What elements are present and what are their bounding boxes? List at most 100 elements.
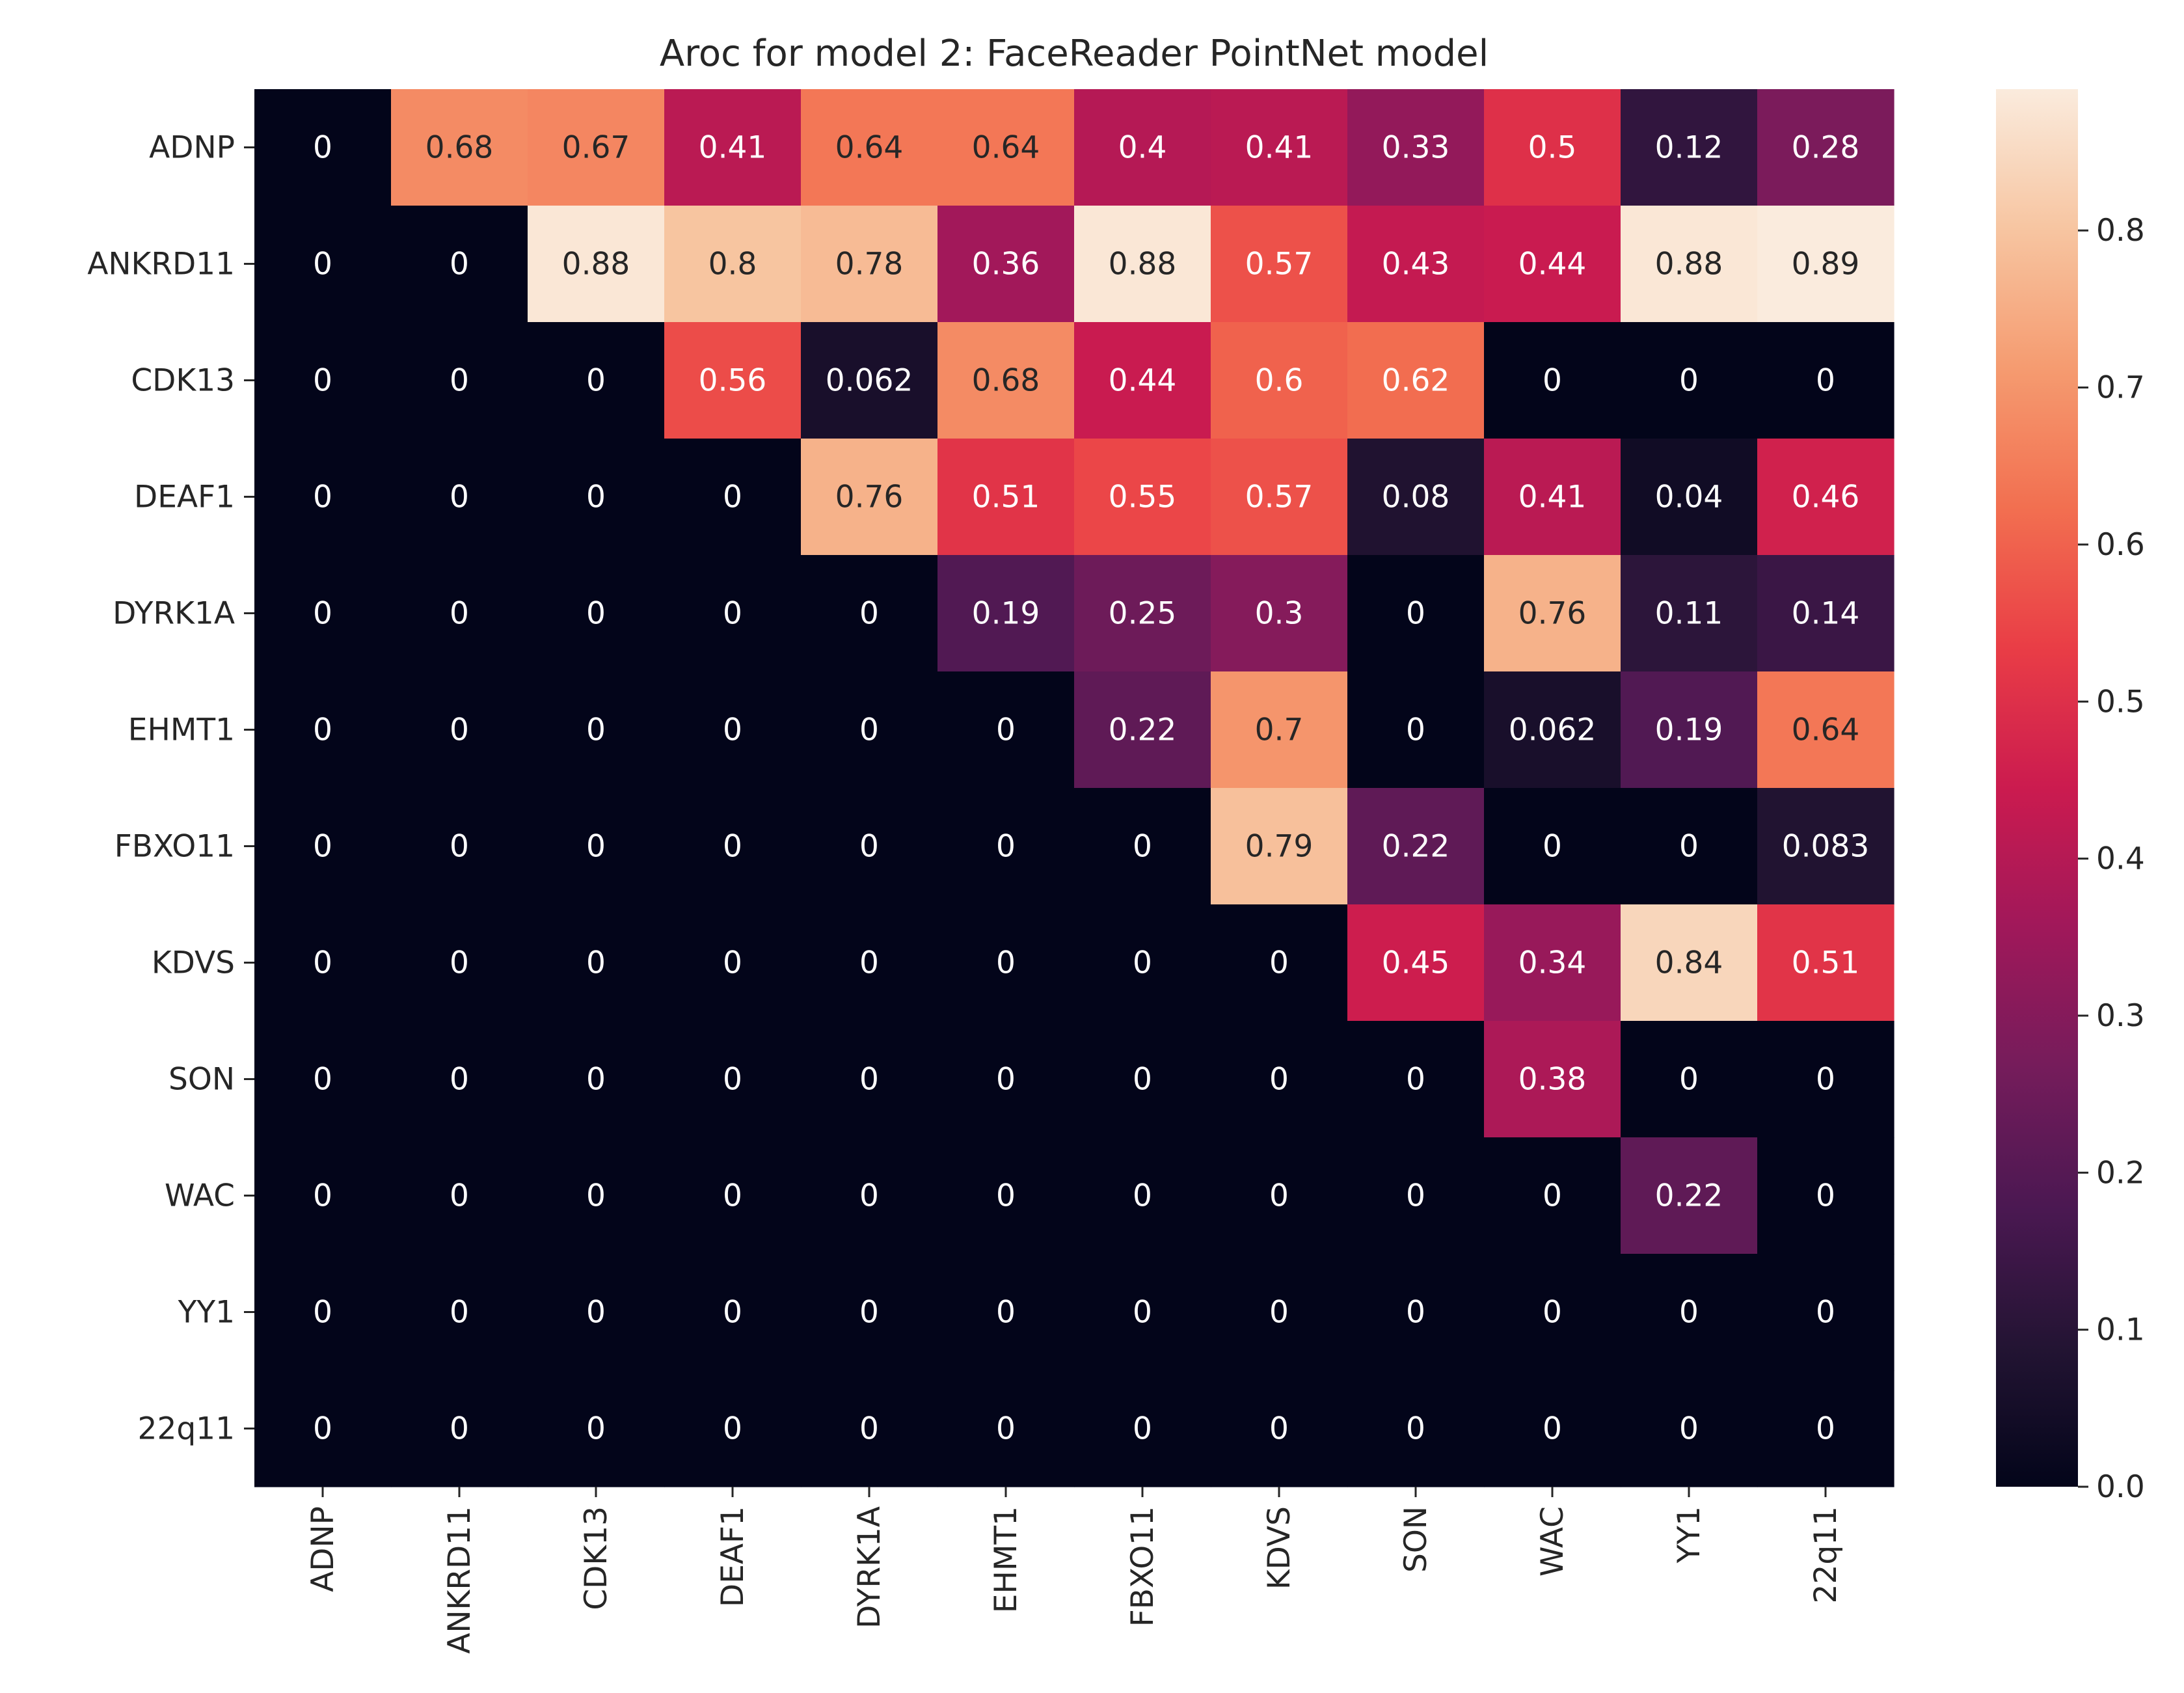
- heatmap-cell: [1347, 904, 1485, 1022]
- heatmap-cell: [1621, 322, 1758, 439]
- colorbar-tick-label: 0.3: [2096, 998, 2145, 1034]
- cell-value-label: 0: [1406, 1411, 1425, 1447]
- cell-value-label: 0.11: [1655, 596, 1723, 632]
- heatmap-cell: [937, 1254, 1075, 1371]
- x-tick-label: YY1: [1671, 1506, 1707, 1564]
- heatmap-cell: [1347, 1254, 1485, 1371]
- cell-value-label: 0.78: [835, 247, 904, 282]
- colorbar-tick-label: 0.0: [2096, 1469, 2145, 1505]
- cell-value-label: 0: [450, 1295, 469, 1331]
- heatmap-cell: [1484, 206, 1621, 323]
- cell-value-label: 0.88: [562, 247, 630, 282]
- heatmap-cell: [664, 1254, 802, 1371]
- heatmap-cell: [1757, 904, 1894, 1022]
- cell-value-label: 0: [1543, 1178, 1562, 1214]
- cell-value-label: 0: [313, 480, 332, 515]
- heatmap-cell: [528, 206, 665, 323]
- x-tick-label: DEAF1: [715, 1506, 751, 1607]
- heatmap-cell: [1074, 671, 1211, 789]
- heatmap-cell: [801, 1254, 938, 1371]
- heatmap-cell: [937, 206, 1075, 323]
- heatmap-cell: [254, 1370, 392, 1487]
- cell-value-label: 0.36: [972, 247, 1040, 282]
- cell-value-label: 0: [450, 712, 469, 748]
- cell-value-label: 0: [1816, 1178, 1835, 1214]
- heatmap-cell: [391, 1137, 528, 1254]
- cell-value-label: 0: [586, 596, 606, 632]
- heatmap-cell: [1484, 788, 1621, 905]
- y-tick-label: SON: [169, 1062, 235, 1098]
- y-tick-label: WAC: [165, 1178, 235, 1214]
- heatmap-cell: [1621, 439, 1758, 556]
- cell-value-label: 0: [450, 1178, 469, 1214]
- cell-value-label: 0.44: [1109, 363, 1177, 399]
- cell-value-label: 0: [723, 829, 742, 865]
- cell-value-label: 0: [450, 1062, 469, 1098]
- x-tick-label: FBXO11: [1125, 1506, 1161, 1627]
- cell-value-label: 0: [723, 1178, 742, 1214]
- colorbar-tick-label: 0.7: [2096, 370, 2145, 406]
- heatmap-cell: [1211, 1137, 1348, 1254]
- heatmap-cell: [1621, 788, 1758, 905]
- heatmap-cell: [528, 89, 665, 206]
- cell-value-label: 0: [996, 945, 1016, 981]
- heatmap-cell: [1621, 1254, 1758, 1371]
- heatmap-cell: [801, 671, 938, 789]
- heatmap-cell: [1621, 904, 1758, 1022]
- heatmap-cell: [528, 1021, 665, 1138]
- heatmap-cell: [1074, 904, 1211, 1022]
- x-tick-label: WAC: [1535, 1506, 1571, 1577]
- heatmap-cell: [1211, 206, 1348, 323]
- cell-value-label: 0: [859, 1295, 879, 1331]
- heatmap-cell: [1621, 206, 1758, 323]
- cell-value-label: 0: [1543, 1295, 1562, 1331]
- heatmap-cell: [1347, 89, 1485, 206]
- heatmap-cell: [1074, 1370, 1211, 1487]
- heatmap-cell: [1484, 904, 1621, 1022]
- heatmap-cell: [801, 322, 938, 439]
- heatmap-cell: [391, 89, 528, 206]
- cell-value-label: 0: [313, 130, 332, 166]
- cell-value-label: 0: [586, 363, 606, 399]
- heatmap-cell: [1211, 1021, 1348, 1138]
- cell-value-label: 0: [1816, 1411, 1835, 1447]
- heatmap-cell: [664, 1021, 802, 1138]
- cell-value-label: 0.79: [1245, 829, 1314, 865]
- heatmap-cell: [937, 439, 1075, 556]
- cell-value-label: 0.45: [1382, 945, 1450, 981]
- heatmap-cell: [937, 671, 1075, 789]
- heatmap-cell: [1757, 206, 1894, 323]
- cell-value-label: 0: [313, 1062, 332, 1098]
- heatmap-cell: [1211, 671, 1348, 789]
- heatmap-cell: [1347, 671, 1485, 789]
- heatmap-cell: [1211, 555, 1348, 672]
- cell-value-label: 0: [1269, 945, 1289, 981]
- cell-value-label: 0.51: [1792, 945, 1860, 981]
- colorbar-tick-label: 0.4: [2096, 841, 2145, 877]
- cell-value-label: 0: [1133, 1295, 1152, 1331]
- cell-value-label: 0.64: [972, 130, 1040, 166]
- x-axis: ADNP ANKRD11 CDK13 DEAF1 DYRK1A EHMT1 FBXO11 KD…: [305, 1487, 1844, 1654]
- colorbar-tick-label: 0.6: [2096, 527, 2145, 563]
- heatmap-cell: [254, 671, 392, 789]
- heatmap-cell: [664, 904, 802, 1022]
- heatmap-cell: [1757, 322, 1894, 439]
- cell-value-label: 0: [586, 1062, 606, 1098]
- cell-value-label: 0.64: [1792, 712, 1860, 748]
- heatmap-cell: [664, 89, 802, 206]
- heatmap-cell: [1074, 1021, 1211, 1138]
- cell-value-label: 0: [723, 480, 742, 515]
- heatmap-cell: [1757, 671, 1894, 789]
- cell-value-label: 0.57: [1245, 247, 1314, 282]
- heatmap-cell: [1347, 439, 1485, 556]
- heatmap-cell: [1484, 671, 1621, 789]
- heatmap-cell: [801, 555, 938, 672]
- cell-value-label: 0.34: [1518, 945, 1587, 981]
- cell-value-label: 0: [1406, 596, 1425, 632]
- heatmap-cell: [664, 206, 802, 323]
- heatmap-cell: [391, 1254, 528, 1371]
- heatmap-cell: [254, 439, 392, 556]
- cell-value-label: 0.062: [1509, 712, 1597, 748]
- cell-value-label: 0: [313, 363, 332, 399]
- heatmap-cell: [664, 555, 802, 672]
